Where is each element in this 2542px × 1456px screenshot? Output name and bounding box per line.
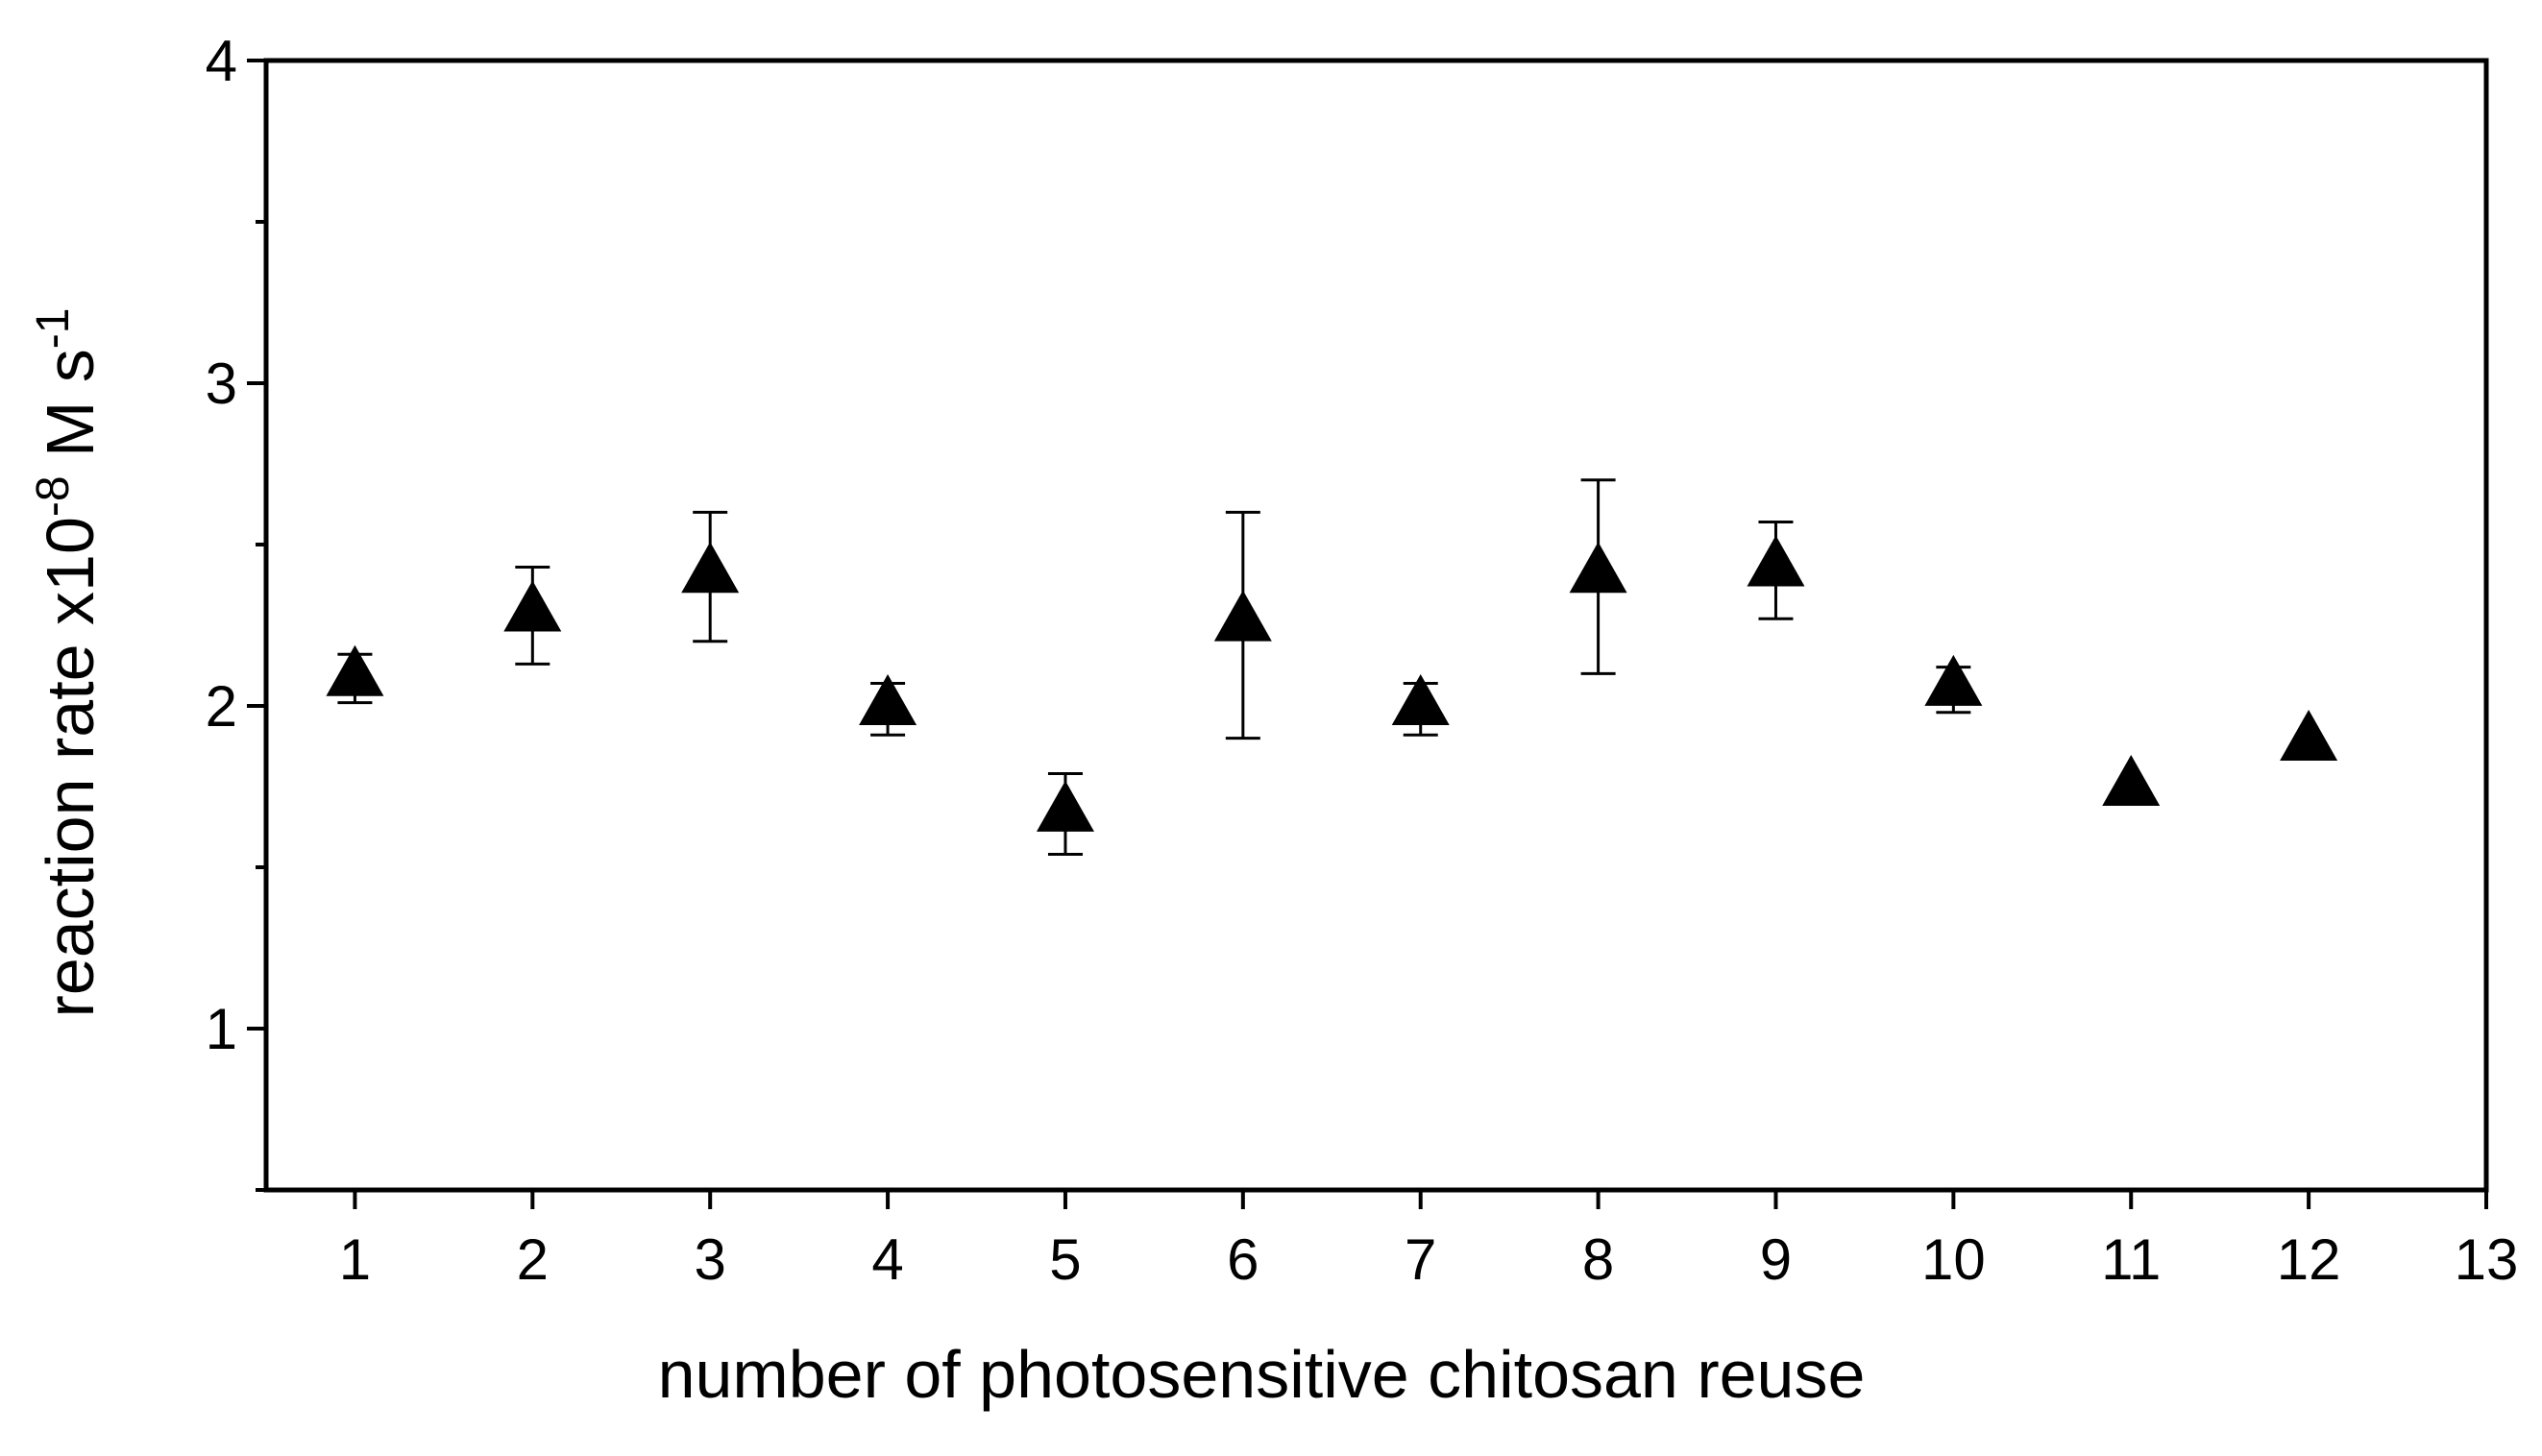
data-point-triangle xyxy=(1213,590,1272,642)
plot-frame xyxy=(263,58,2489,1193)
y-axis-title-exponent-1: -8 xyxy=(28,475,79,517)
plot-border xyxy=(263,58,2489,1193)
data-point-triangle xyxy=(326,644,384,696)
y-tick-label: 1 xyxy=(206,997,237,1061)
x-tick-label: 3 xyxy=(695,1227,726,1292)
x-tick-label: 13 xyxy=(2455,1227,2519,1292)
y-axis-title-unit: M s xyxy=(33,349,108,475)
x-tick-label: 2 xyxy=(517,1227,549,1292)
x-tick-label: 6 xyxy=(1227,1227,1259,1292)
data-point-triangle xyxy=(1036,780,1094,832)
x-tick-label: 4 xyxy=(871,1227,903,1292)
y-axis-title: reaction rate x10-8 M s-1 xyxy=(28,307,109,1017)
x-axis: 1 2 3 4 5 6 7 8 9 10 11 12 13 xyxy=(339,1190,2519,1292)
error-bars xyxy=(337,478,1971,857)
x-tick-label: 1 xyxy=(339,1227,371,1292)
x-tick-label: 9 xyxy=(1760,1227,1792,1292)
x-axis-title: number of photosensitive chitosan reuse xyxy=(658,1337,1866,1412)
y-axis-title-prefix: reaction rate x10 xyxy=(33,517,108,1017)
data-point-triangle xyxy=(859,674,917,725)
data-markers xyxy=(326,535,2338,832)
y-tick-label: 2 xyxy=(206,674,237,739)
data-point-triangle xyxy=(681,542,740,594)
y-tick-label: 3 xyxy=(206,352,237,416)
data-point-triangle xyxy=(1391,674,1450,725)
x-tick-label: 5 xyxy=(1049,1227,1081,1292)
y-axis-title-exponent-2: -1 xyxy=(28,307,79,349)
x-tick-label: 12 xyxy=(2277,1227,2341,1292)
x-tick-label: 11 xyxy=(2101,1227,2161,1292)
x-tick-label: 10 xyxy=(1921,1227,1986,1292)
x-tick-label: 7 xyxy=(1405,1227,1436,1292)
data-point-triangle xyxy=(1569,542,1627,594)
data-point-triangle xyxy=(2102,755,2161,806)
data-point-triangle xyxy=(503,580,562,632)
data-point-triangle xyxy=(1747,535,1805,587)
x-tick-label: 8 xyxy=(1582,1227,1614,1292)
data-point-triangle xyxy=(1924,654,1983,706)
data-point-triangle xyxy=(2280,709,2338,761)
y-axis: 1 2 3 4 xyxy=(206,29,266,1192)
y-tick-label: 4 xyxy=(206,29,237,93)
